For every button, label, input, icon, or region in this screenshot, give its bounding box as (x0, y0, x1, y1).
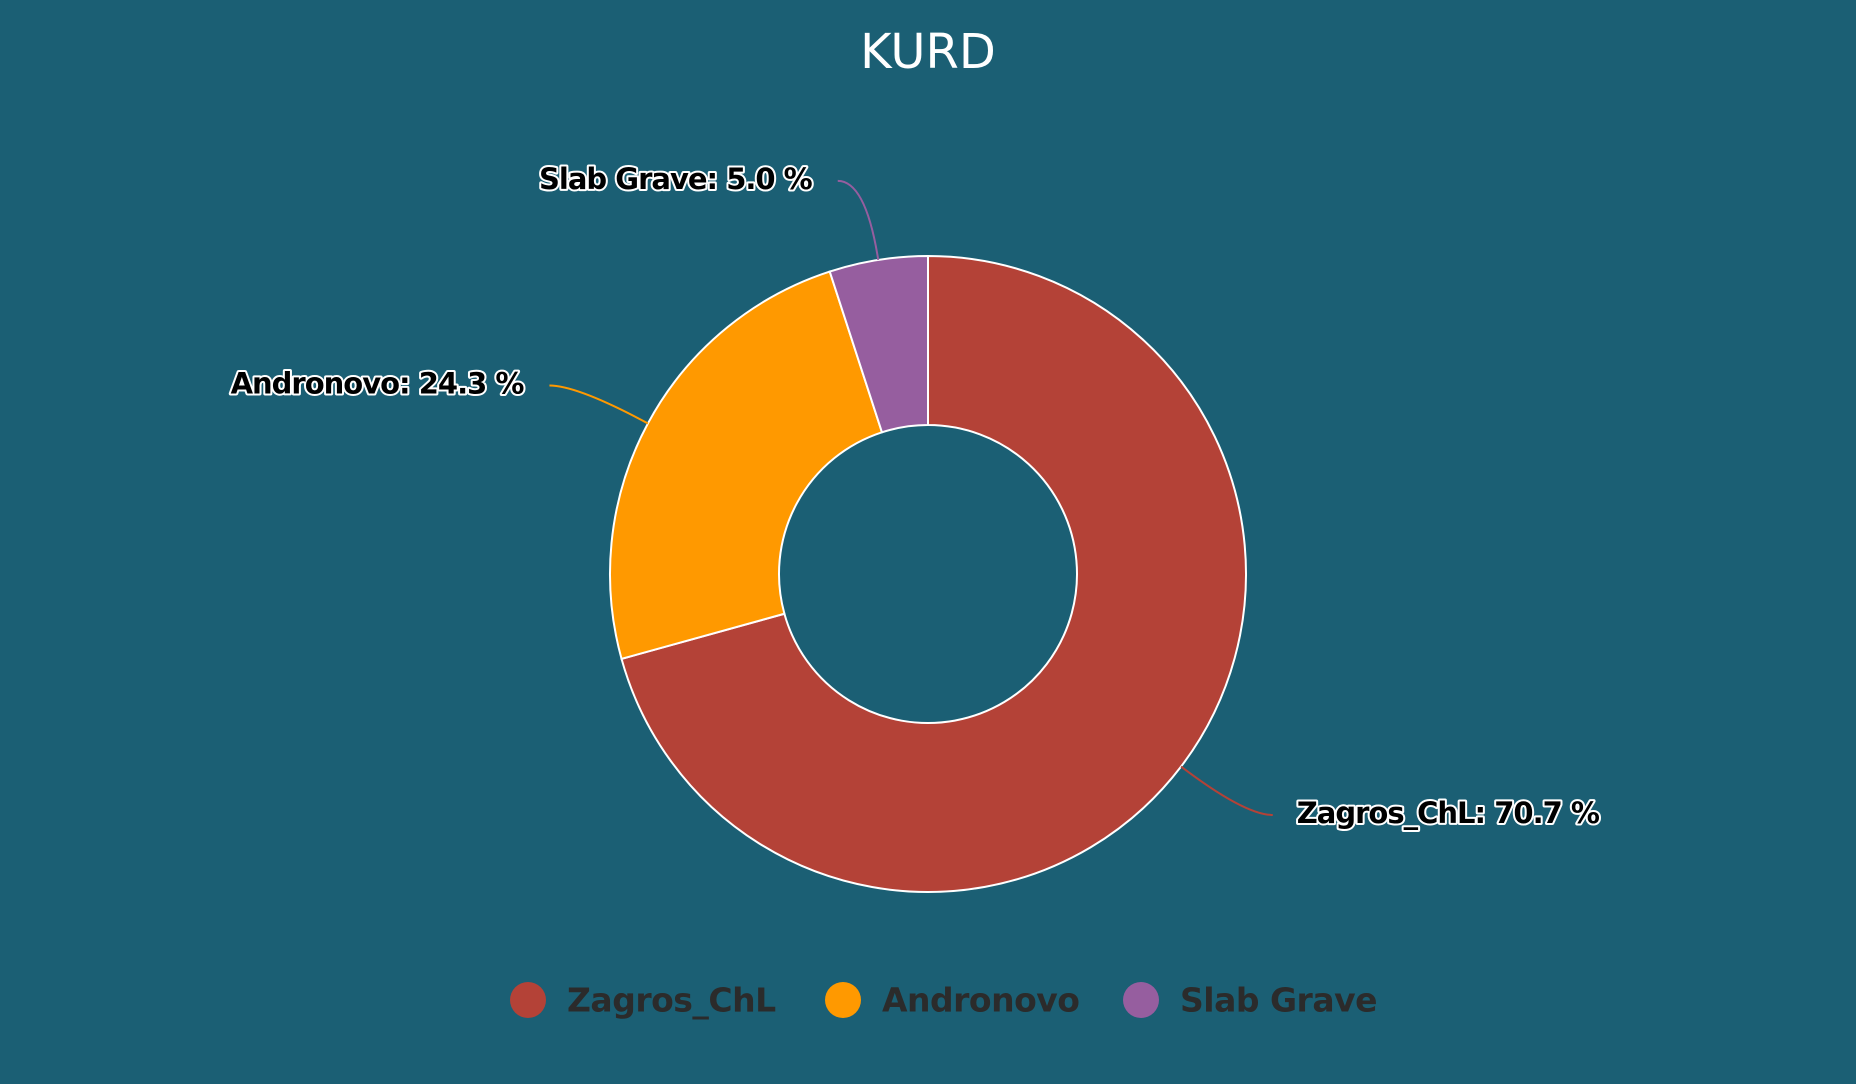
data-label: Andronovo: 24.3 % (231, 367, 525, 401)
donut-slice (620, 254, 1247, 893)
legend-marker (825, 982, 861, 1018)
leader-line (837, 179, 880, 261)
legend-marker (510, 982, 546, 1018)
legend-marker (1123, 982, 1159, 1018)
legend-label: Zagros_ChL (567, 981, 776, 1020)
donut-slice (828, 254, 929, 434)
donut-slice (609, 270, 884, 661)
leader-line (549, 384, 649, 425)
leader-line (1180, 765, 1273, 816)
data-label: Slab Grave: 5.0 % (539, 162, 813, 196)
legend-label: Slab Grave (1180, 981, 1377, 1020)
legend-label: Andronovo (882, 981, 1079, 1020)
chart-title: KURD (860, 24, 996, 80)
data-label: Zagros_ChL: 70.7 % (1297, 796, 1600, 830)
